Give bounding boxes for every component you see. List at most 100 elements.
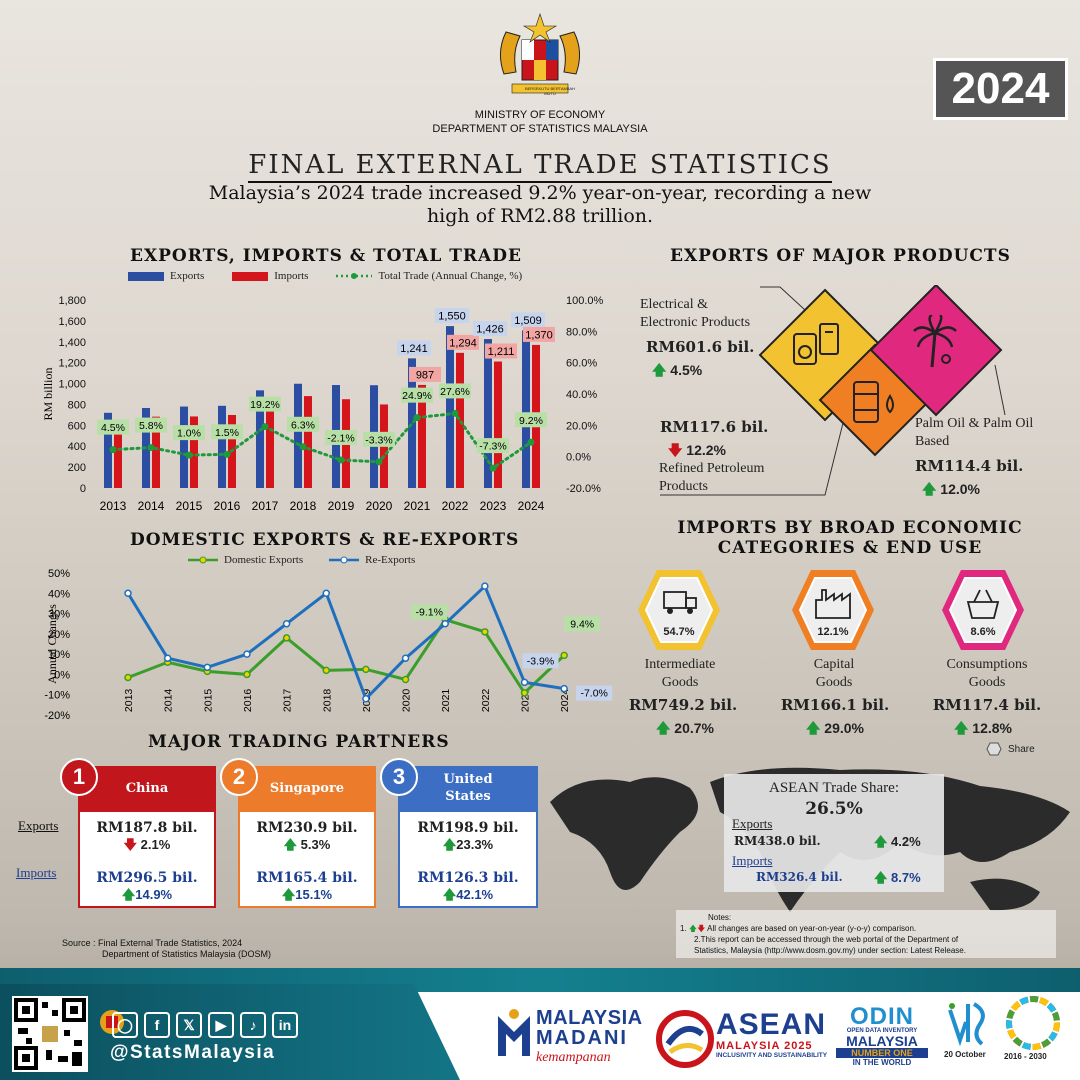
youtube-icon[interactable]: ▶ (208, 1012, 234, 1038)
total-trade-point (223, 450, 231, 458)
y2-tick-label: -20.0% (566, 483, 601, 495)
y-tick-label: 50% (48, 568, 70, 580)
exports-bar (256, 390, 264, 488)
share-legend-label: Share (1008, 743, 1035, 755)
intermediate-label-line1: Intermediate (644, 657, 716, 672)
x-twitter-icon[interactable]: 𝕏 (176, 1012, 202, 1038)
total-trade-point (147, 444, 155, 452)
odin-line2: OPEN DATA INVENTORY (846, 1028, 918, 1034)
ee-change: 🡅 4.5% (652, 360, 702, 384)
y-tick-label: 40% (48, 588, 70, 600)
x-tick-label: 2018 (290, 499, 317, 513)
imports-data-label: 1,211 (488, 346, 515, 358)
total-trade-point (299, 443, 307, 451)
partner-china-card: RM187.8 bil. 🡇 2.1% RM296.5 bil. 🡅14.9% (78, 810, 216, 908)
intermediate-share: 54.7% (663, 626, 695, 638)
imports-bar (456, 352, 464, 488)
up-arrow-icon: 🡅 (656, 720, 671, 736)
intermediate-label-line2: Goods (661, 675, 699, 690)
linkedin-icon[interactable]: in (272, 1012, 298, 1038)
share-legend: Share (986, 742, 1035, 756)
y2-tick-label: 20.0% (566, 420, 597, 432)
domestic-exports-point (401, 675, 410, 684)
re-exports-point (401, 654, 410, 662)
up-arrow-icon: 🡅 (874, 870, 888, 885)
point-data-label: -9.1% (415, 607, 442, 619)
palm-label: Palm Oil & Palm Oil Based (915, 415, 1033, 451)
page-subtitle: Malaysia’s 2024 trade increased 9.2% yea… (208, 182, 872, 227)
partner-china-header: China (78, 766, 216, 810)
notes-title: Notes: (708, 913, 732, 922)
point-data-label: -7.0% (580, 688, 607, 700)
ministry-line-1: MINISTRY OF ECONOMY (474, 109, 606, 121)
legend-exports-label: Exports (170, 270, 205, 282)
asean-share: 26.5% (805, 799, 863, 819)
up-arrow-icon: 🡅 (652, 362, 667, 378)
consumption-share: 8.6% (970, 626, 996, 638)
x-tick-label: 2016 (242, 689, 254, 713)
instagram-icon[interactable]: ◯ (112, 1012, 138, 1038)
asean-trade-box: ASEAN Trade Share: 26.5% Exports RM438.0… (724, 774, 944, 892)
capital-label: Capital Goods (784, 656, 884, 692)
sdg-wheel-icon (1006, 996, 1060, 1050)
up-arrow-icon: 🡅 (874, 834, 888, 849)
x-tick-label: 2017 (252, 499, 279, 513)
y2-tick-label: 80.0% (566, 326, 597, 338)
qr-code-icon[interactable] (12, 996, 88, 1072)
legend-total-trade-label: Total Trade (Annual Change, %) (378, 270, 523, 282)
x-tick-label: 2017 (282, 689, 294, 713)
tiktok-icon[interactable]: ♪ (240, 1012, 266, 1038)
imports-bar (418, 384, 426, 488)
x-tick-label: 2020 (401, 689, 413, 713)
facebook-icon[interactable]: f (144, 1012, 170, 1038)
domestic-exports-point (520, 689, 529, 697)
partner-china-imports-change-value: 14.9% (135, 887, 173, 902)
partner-china-exports-change-value: 2.1% (140, 837, 171, 852)
legend-reexports-swatch (329, 556, 360, 564)
partner-us-imports-change-value: 42.1% (456, 887, 494, 902)
sdg-years: 2016 - 2030 (1004, 1052, 1047, 1061)
partner-us-imports: RM126.3 bil. (417, 870, 519, 886)
down-arrow-icon: 🡇 (668, 442, 683, 458)
partner-us-exports: RM198.9 bil. (417, 820, 519, 836)
capital-change: 🡅 29.0% (790, 718, 880, 742)
re-exports-point (322, 589, 331, 598)
y-tick-label: 1,600 (58, 316, 86, 328)
statistics-day-date: 20 October (944, 1050, 986, 1059)
point-data-label: 9.4% (570, 618, 594, 630)
partner-us-rank: 3 (380, 758, 418, 796)
y-tick-label: 400 (68, 441, 86, 453)
point-label-bg (564, 616, 601, 632)
exports-bar (484, 339, 492, 488)
y2-tick-label: 100.0% (566, 295, 604, 307)
exports-bar (522, 330, 530, 488)
notes: Notes: 1. 🡅🡇 All changes are based on ye… (676, 910, 1056, 958)
exports-label-bg (473, 321, 507, 337)
capital-goods-hexagon (792, 570, 874, 650)
x-tick-label: 2024 (559, 689, 571, 713)
oil-drum-icon (853, 381, 894, 423)
palm-change-value: 12.0% (940, 481, 980, 497)
point-data-label: -3.9% (527, 655, 554, 667)
domestic-chart-legend: Domestic Exports Re-Exports (188, 554, 415, 566)
asean-2025-line3: INCLUSIVITY AND SUSTAINABILITY (716, 1052, 828, 1059)
re-exports-line (126, 583, 565, 702)
domestic-exports-point (243, 670, 251, 679)
major-products-title: EXPORTS OF MAJOR PRODUCTS (670, 246, 1011, 266)
y-axis-label: RM billion (41, 367, 55, 420)
domestic-exports-point (481, 628, 489, 636)
domestic-exports-point (362, 665, 370, 674)
total-trade-point (185, 451, 193, 459)
x-tick-label: 2014 (138, 499, 165, 513)
y2-tick-label: 0.0% (566, 452, 591, 464)
partner-china-exports: RM187.8 bil. (96, 820, 198, 836)
source-line-2: Department of Statistics Malaysia (DOSM) (102, 949, 272, 959)
consumption-label: Consumptions Goods (932, 656, 1042, 692)
social-handle[interactable]: @StatsMalaysia (110, 1042, 276, 1063)
y2-tick-label: 40.0% (566, 389, 597, 401)
madani-line2: MADANI (536, 1027, 628, 1049)
asean-imports-label: Imports (732, 853, 773, 868)
legend-imports: Imports (232, 270, 308, 282)
up-arrow-icon: 🡅 (806, 720, 821, 736)
capital-label-line2: Goods (815, 675, 853, 690)
